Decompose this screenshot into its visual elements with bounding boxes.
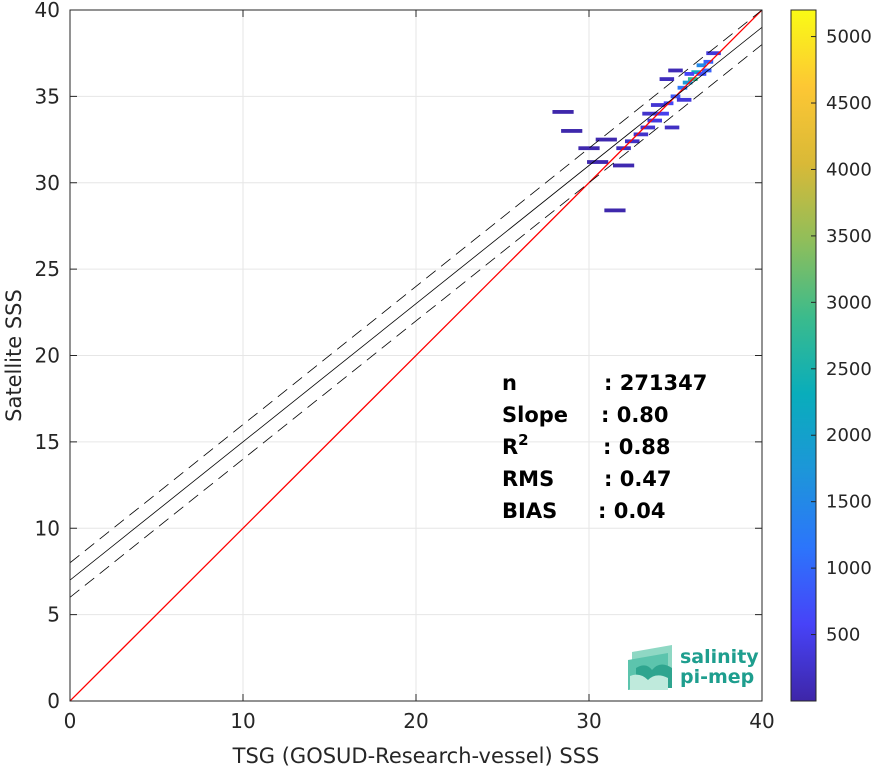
colorbar-tick-label: 1500 (826, 492, 872, 513)
x-tick-label: 0 (64, 709, 77, 733)
colorbar-gradient (790, 9, 817, 702)
stat-label: n (502, 371, 517, 395)
colorbar-tick-label: 3500 (826, 226, 872, 247)
logo-wave-shape (630, 674, 668, 690)
statistics-block: n : 271347 Slope : 0.80 R2 : 0.88 RMS : 0.47 BIA… (502, 371, 707, 523)
stat-value: : 0.80 (601, 403, 669, 427)
y-tick-label: 20 (35, 344, 60, 368)
density-cell (684, 72, 695, 76)
density-cell (696, 63, 707, 68)
y-tick-label: 40 (35, 0, 60, 22)
y-tick-label: 5 (47, 603, 60, 627)
logo-line1: salinity (680, 646, 759, 668)
density-cell (706, 51, 721, 56)
density-cell (613, 163, 635, 168)
colorbar-tick-label: 2000 (826, 425, 872, 446)
stat-value: : 0.04 (598, 499, 666, 523)
density-cell (664, 125, 680, 130)
x-axis-title: TSG (GOSUD-Research-vessel) SSS (232, 744, 600, 767)
x-tick-label: 40 (749, 709, 774, 733)
stat-value: : 271347 (604, 371, 707, 395)
y-axis-title: Satellite SSS (2, 289, 26, 422)
x-tick-label: 10 (230, 709, 255, 733)
logo-line2: pi-mep (680, 666, 754, 688)
colorbar-tick-label: 5000 (826, 27, 872, 48)
regression-lines (70, 10, 762, 701)
density-cell (650, 103, 666, 107)
y-tick-label: 25 (35, 257, 60, 281)
fit-bound-line (70, 10, 762, 564)
stat-label: Slope (502, 403, 568, 427)
stat-value: : 0.47 (604, 467, 672, 491)
density-cell (654, 111, 669, 116)
density-cell (587, 160, 609, 164)
stat-label: BIAS (502, 499, 557, 523)
one-to-one-line (70, 10, 762, 701)
stat-value: : 0.88 (603, 435, 671, 459)
density-cell (703, 59, 714, 64)
density-cell (647, 118, 663, 123)
colorbar-tick-label: 4000 (826, 159, 872, 180)
density-cell (642, 111, 657, 116)
colorbar-tick-label: 500 (826, 625, 860, 646)
density-cell (691, 70, 702, 75)
y-tick-label: 35 (35, 84, 60, 108)
density-cell (578, 146, 600, 151)
fit-line (70, 26, 762, 581)
density-cell (668, 68, 683, 73)
density-cell (552, 110, 574, 114)
colorbar-tick-label: 3000 (826, 292, 872, 313)
fit-bound-line (70, 44, 762, 598)
density-cell (640, 125, 656, 130)
x-tick-label: 30 (576, 709, 601, 733)
density-cell (701, 68, 712, 73)
density-cell (696, 72, 707, 76)
colorbar-tick-label: 1000 (826, 558, 872, 579)
colorbar-tick-label: 2500 (826, 359, 872, 380)
density-cell (633, 132, 649, 137)
density-cell (595, 137, 617, 142)
stat-label: RMS (502, 467, 554, 491)
y-tick-label: 10 (35, 516, 60, 540)
density-cell (676, 97, 692, 102)
density-cell (677, 85, 688, 90)
density-cell (604, 208, 626, 213)
stat-label: R2 (502, 431, 529, 459)
colorbar: 500 1000 1500 2000 2500 3000 3500 4000 4500 5000 (790, 9, 872, 702)
x-tick-label: 20 (403, 709, 428, 733)
density-cell (561, 129, 583, 133)
y-tick-label: 15 (35, 430, 60, 454)
y-tick-label: 0 (47, 689, 60, 713)
colorbar-tick-label: 4500 (826, 93, 872, 114)
y-tick-label: 30 (35, 171, 60, 195)
density-cell (659, 77, 675, 82)
density-cell (682, 80, 693, 85)
density-cell (624, 139, 640, 144)
